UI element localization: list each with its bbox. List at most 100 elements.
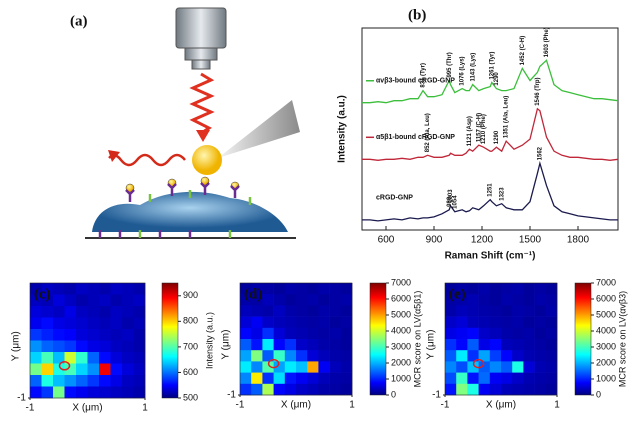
x-tick-label: 900 — [426, 235, 443, 246]
heatmap-cell — [512, 305, 524, 317]
heatmap-cell — [318, 339, 330, 351]
heatmap-cell — [122, 329, 134, 341]
heatmap-cell — [512, 294, 524, 306]
heatmap-cell — [41, 352, 54, 364]
heatmap-cell — [251, 339, 263, 351]
peak-label: 995 (Thr) — [447, 52, 453, 77]
heatmap-cell — [251, 327, 263, 340]
heatmap-cell — [512, 372, 524, 385]
heatmap-cell — [489, 350, 502, 362]
heatmap-cell — [445, 339, 457, 351]
heatmap-cell — [76, 306, 88, 318]
heatmap-cell — [489, 294, 502, 306]
heatmap-cell — [545, 361, 558, 373]
heatmap-cell — [545, 350, 558, 362]
heatmap-cell — [467, 350, 479, 362]
heatmap-cell — [87, 375, 100, 387]
heatmap-cell — [76, 386, 88, 399]
heatmap-cell — [53, 306, 65, 318]
heatmap-cell — [240, 327, 252, 340]
colorbar-tick-label: 5000 — [391, 309, 411, 319]
heatmap-cell — [240, 283, 252, 295]
heatmap-cell — [523, 383, 535, 396]
heatmap-cell — [340, 316, 353, 329]
heatmap-cell — [133, 363, 146, 376]
heatmap-cell — [99, 283, 111, 295]
schematic: (a) — [70, 7, 300, 239]
heatmap-cell — [456, 283, 468, 295]
peak-label: 1452 (C-H) — [520, 36, 526, 66]
colorbar-tick-label: 7000 — [596, 277, 616, 287]
heatmap-cell — [501, 294, 513, 306]
heatmap-cell — [99, 329, 111, 341]
heatmap-cell — [76, 352, 88, 364]
x-tick-label: 600 — [378, 235, 395, 246]
heatmap-cell — [87, 363, 100, 376]
heatmap-cell — [99, 375, 111, 387]
x-tick-label: 1 — [349, 400, 355, 411]
heatmap-cell — [545, 372, 558, 385]
heatmap-cell — [122, 363, 134, 376]
heatmap-cell — [76, 363, 88, 376]
peak-label: 1076 (Lys) — [460, 56, 466, 85]
heatmap-cell — [456, 339, 468, 351]
heatmap-cell — [122, 375, 134, 387]
heatmap-cell — [307, 383, 319, 396]
heatmap-cell — [262, 339, 274, 351]
heatmap-cell — [445, 305, 457, 317]
heatmap-cell — [110, 386, 123, 399]
peak-label: 1054 — [452, 195, 458, 209]
peak-label: 1143 (Lys) — [470, 53, 476, 82]
heatmap-cell — [523, 372, 535, 385]
heatmap-cell — [99, 294, 111, 307]
heatmap-cell — [456, 361, 468, 373]
heatmap-cell — [240, 305, 252, 317]
x-axis-label: X (μm) — [281, 400, 311, 411]
heatmap-cell — [110, 375, 123, 387]
heatmap-cell — [110, 294, 123, 307]
plot-frame — [444, 282, 558, 396]
heatmap-cell — [329, 305, 342, 317]
heatmap-cell — [273, 316, 286, 329]
heatmap-cell — [340, 361, 353, 373]
heatmap-cell — [133, 283, 146, 295]
heatmap-cell — [467, 372, 479, 385]
x-tick-label: -1 — [441, 400, 450, 411]
heatmap-cell — [296, 383, 308, 396]
heatmap-cell — [307, 316, 319, 329]
heatmap-cell — [110, 340, 123, 353]
heatmap-cell — [307, 305, 319, 317]
spectrum-line — [362, 160, 618, 222]
heatmap-cell — [273, 327, 286, 340]
heatmap-cell — [501, 361, 513, 373]
heatmap-cell — [534, 294, 547, 306]
x-tick-label: 1200 — [471, 235, 494, 246]
heatmap-cell — [340, 305, 353, 317]
heatmap-cell — [53, 363, 65, 376]
colorbar-tick-label: 900 — [183, 290, 198, 300]
heatmap-cell — [30, 340, 42, 353]
heatmap-cell — [340, 339, 353, 351]
heatmap-cell — [329, 383, 342, 396]
heatmap-cell — [489, 372, 502, 385]
heatmap-cell — [251, 372, 263, 385]
x-tick-label: -1 — [26, 403, 35, 414]
heatmap-cell — [122, 352, 134, 364]
heatmap-cell — [240, 316, 252, 329]
colorbar-tick-label: 3000 — [391, 341, 411, 351]
heatmap-cell — [53, 317, 65, 330]
colorbar-tick-label: 800 — [183, 316, 198, 326]
panel-label: (a) — [70, 13, 88, 29]
heatmap-cell — [240, 350, 252, 362]
heatmap-cell — [501, 316, 513, 329]
heatmap-cell — [340, 350, 353, 362]
heatmap-cell — [64, 306, 77, 318]
heatmap-cell — [467, 294, 479, 306]
heatmap-cell — [262, 372, 274, 385]
colorbar-label: MCR score on LV(α5β1) — [412, 291, 422, 388]
heatmap-cell — [307, 339, 319, 351]
heatmap-cell — [273, 283, 286, 295]
heatmap-cell — [41, 386, 54, 399]
heatmap-cell — [251, 305, 263, 317]
heatmap-cell — [53, 340, 65, 353]
